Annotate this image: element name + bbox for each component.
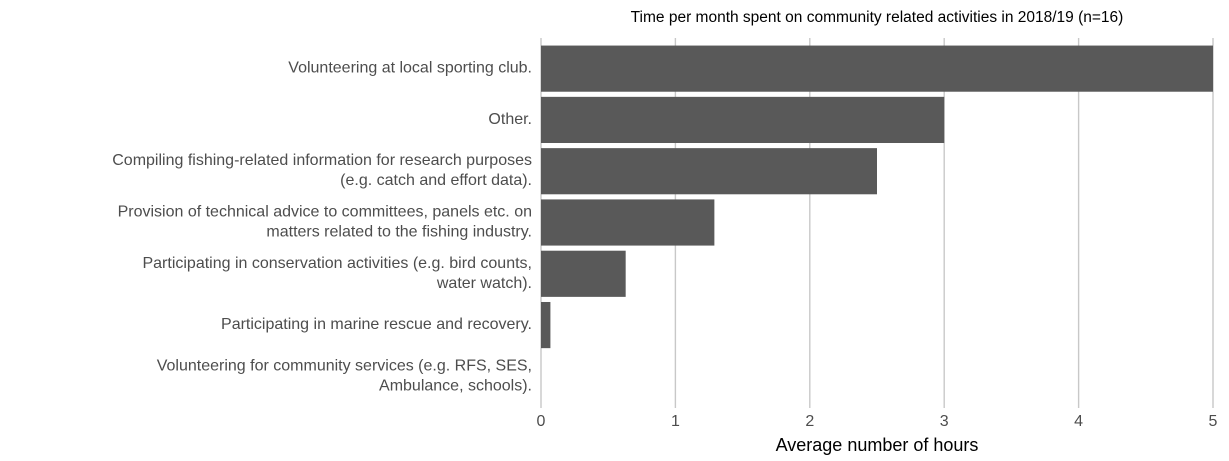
y-tick-label: Compiling fishing-related information fo… [112,152,532,189]
bar [541,45,1213,92]
x-tick-label: 1 [671,413,680,430]
x-tick-label: 5 [1209,413,1218,430]
y-tick-label: Participating in marine rescue and recov… [221,316,532,333]
bar [541,96,945,144]
bar [541,301,551,349]
x-tick-label: 0 [537,413,546,430]
y-tick-label: Provision of technical advice to committ… [118,204,532,241]
x-tick-label: 4 [1074,413,1083,430]
x-tick-label: 3 [940,413,949,430]
bar [541,199,715,246]
chart-title: Time per month spent on community relate… [631,9,1124,26]
x-tick-label: 2 [805,413,814,430]
y-tick-label: Volunteering at local sporting club. [288,60,532,77]
x-axis-title: Average number of hours [776,435,979,455]
bar [541,148,877,195]
y-tick-label: Other. [488,111,532,128]
y-tick-label: Volunteering for community services (e.g… [157,358,532,395]
bar [541,250,626,297]
y-tick-label: Participating in conservation activities… [142,255,532,292]
